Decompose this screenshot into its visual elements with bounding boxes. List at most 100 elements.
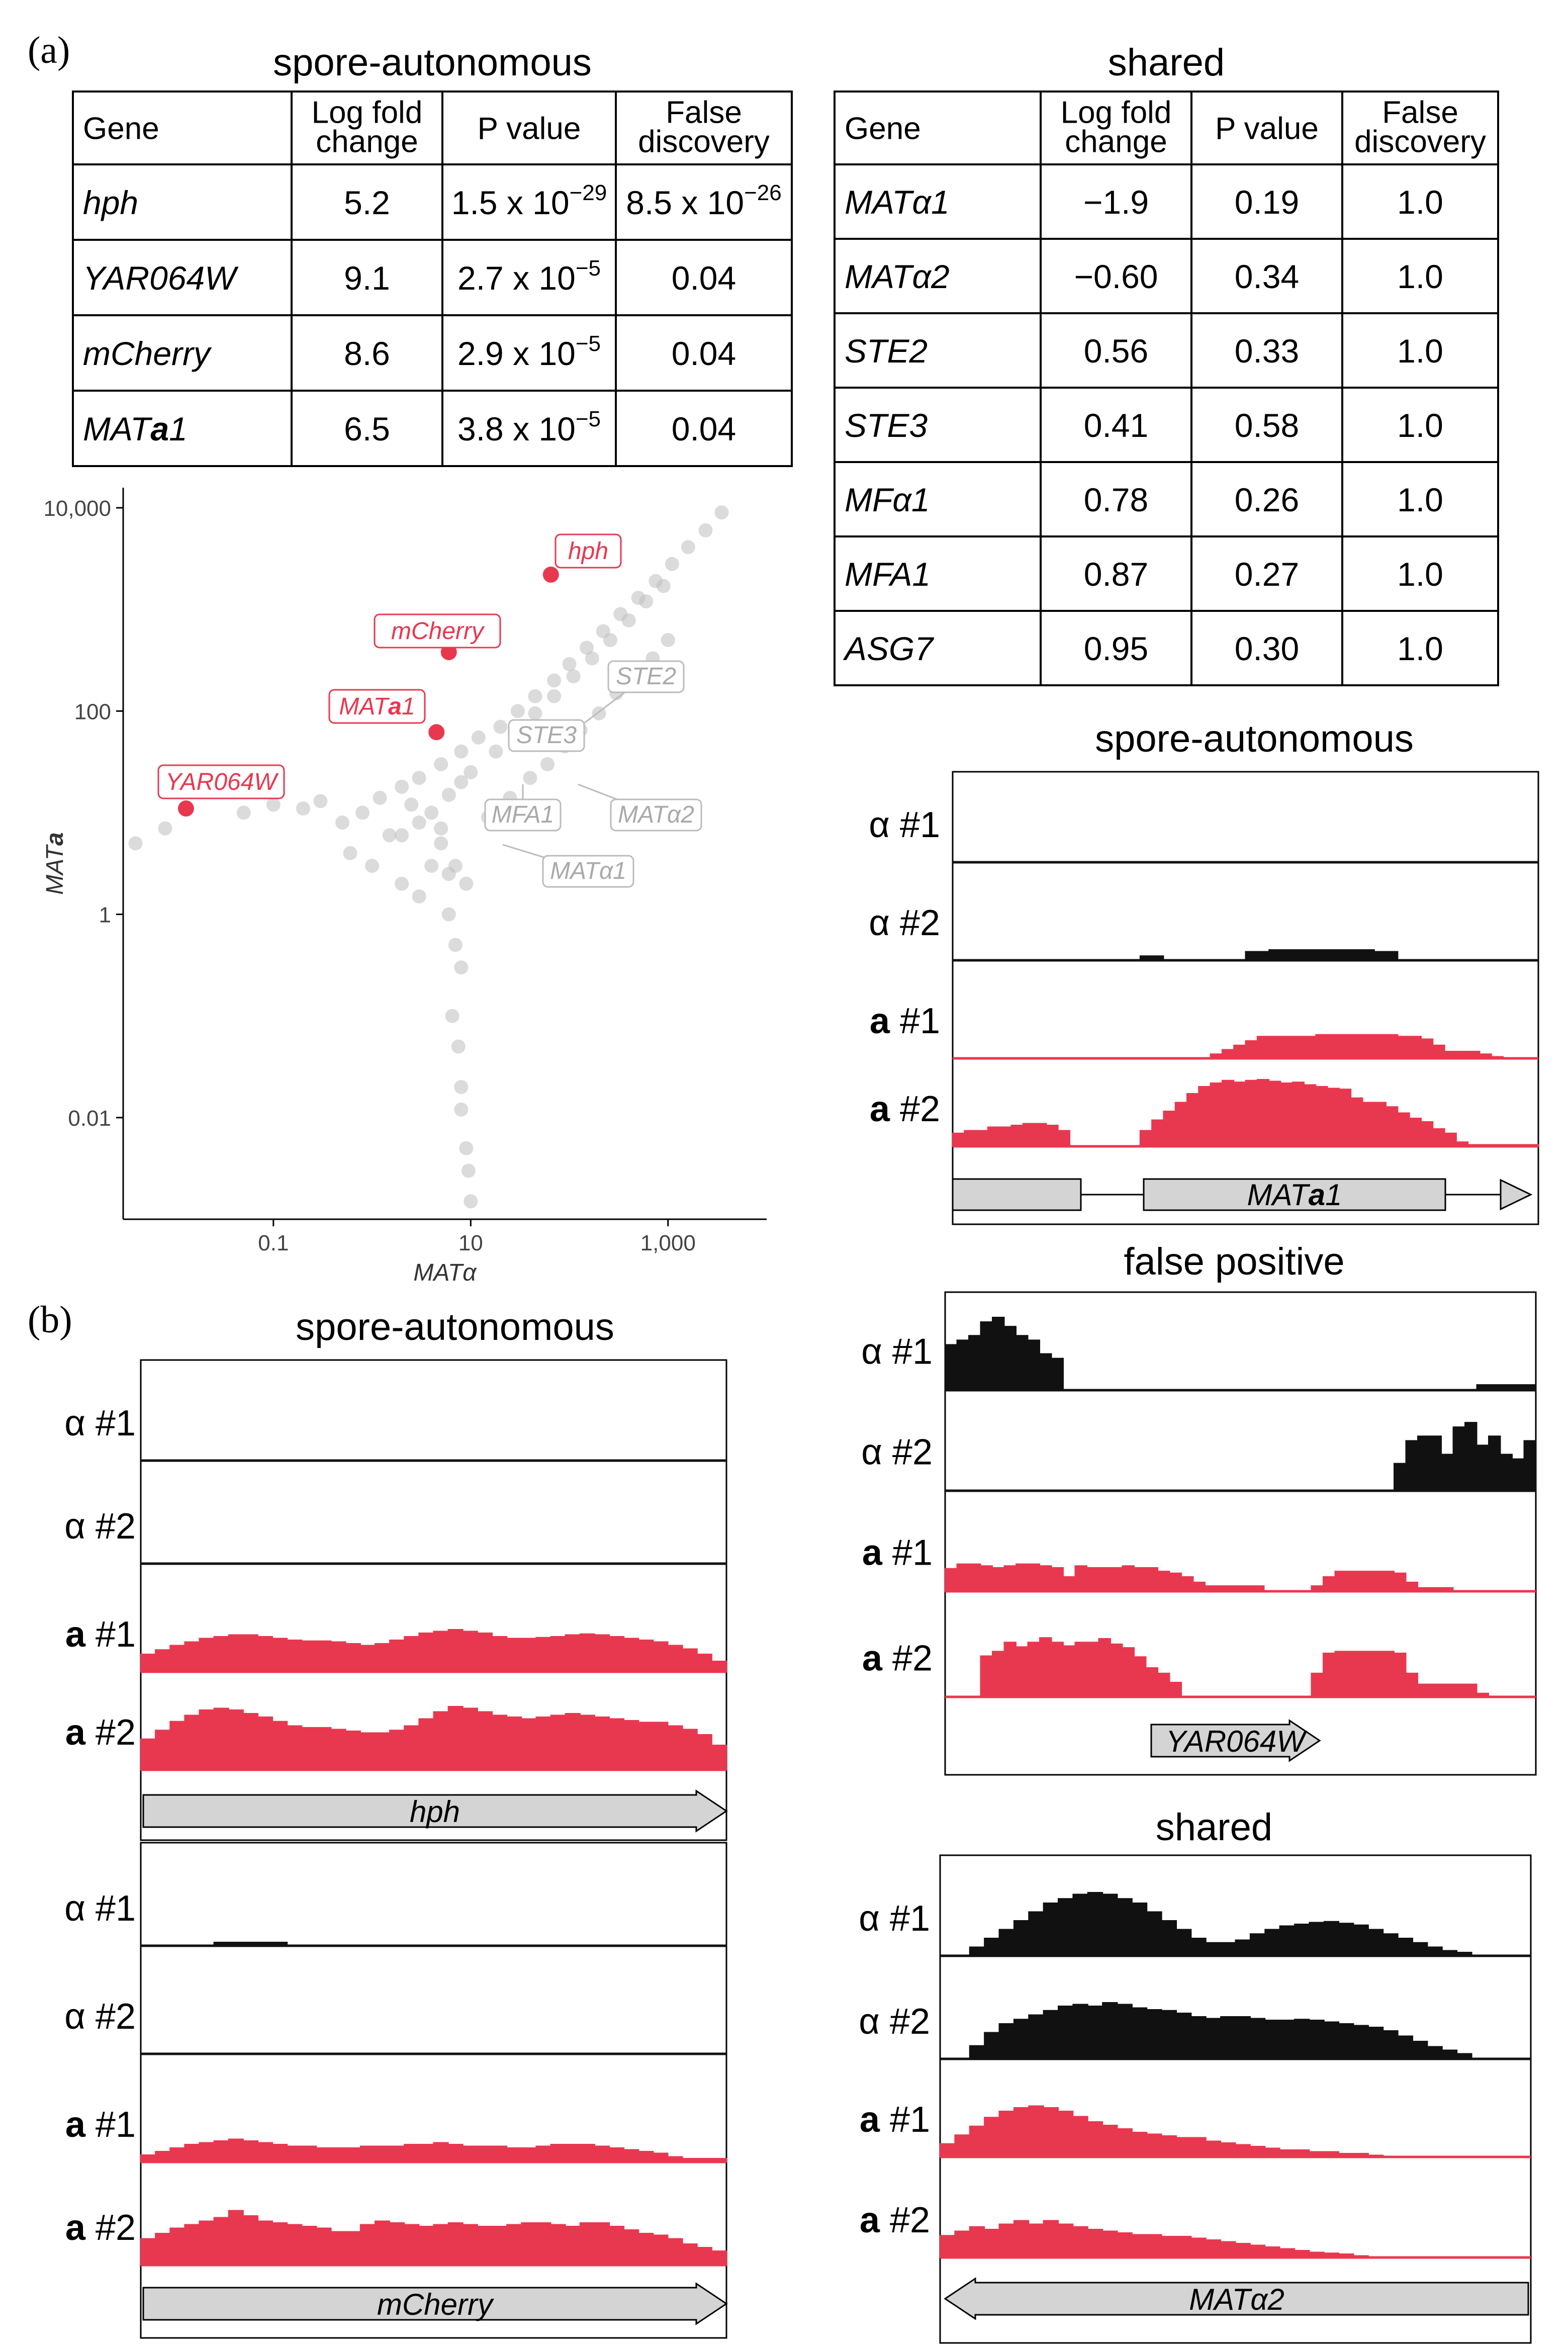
label-text: STE2 xyxy=(616,663,676,690)
p-cell: 0.33 xyxy=(1235,332,1299,370)
track-label: a #1 xyxy=(862,1533,933,1573)
track-label: α #1 xyxy=(859,1898,930,1939)
track-label: α #2 xyxy=(869,903,940,943)
gene-point xyxy=(585,651,599,666)
coverage-area xyxy=(940,1892,1531,1956)
header-cell: Log fold xyxy=(312,96,423,130)
panel-b-label: (b) xyxy=(28,1299,72,1341)
gene-point xyxy=(441,907,456,922)
gene-point xyxy=(493,719,508,734)
gene-point xyxy=(448,938,463,952)
highlight-label-box xyxy=(328,689,426,724)
lfc-cell: 0.41 xyxy=(1084,407,1148,444)
coverage-area xyxy=(945,1637,1536,1697)
x-tick-label: 0.1 xyxy=(258,1231,289,1255)
header-cell: False xyxy=(666,96,742,130)
gene-point xyxy=(489,744,503,759)
track-label: a #2 xyxy=(870,1089,940,1129)
p-cell: 0.30 xyxy=(1235,630,1299,667)
gene-point xyxy=(562,657,577,671)
header-cell: discovery xyxy=(1354,125,1486,159)
gene-arrow xyxy=(1150,1719,1321,1762)
coverage-matalpha2: shared α #1 α #2 a #1 a #2 MATα2 xyxy=(859,1806,1532,2344)
highlight-label-box xyxy=(374,613,501,649)
gene-cell: MFA1 xyxy=(845,556,931,593)
gene-point xyxy=(335,816,349,830)
background-points xyxy=(128,505,729,1209)
gene-point xyxy=(547,689,562,703)
fdr-cell: 1.0 xyxy=(1397,556,1443,593)
gene-point xyxy=(236,805,251,820)
lfc-cell: 8.6 xyxy=(344,335,390,372)
gene-label: mCherry xyxy=(377,2288,495,2321)
lfc-cell: −0.60 xyxy=(1074,258,1158,295)
gene-point xyxy=(434,821,448,836)
gene-point xyxy=(382,828,397,843)
fdr-cell: 1.0 xyxy=(1397,630,1443,667)
gene-point xyxy=(665,557,679,571)
fdr-cell: 1.0 xyxy=(1397,258,1443,295)
gene-point xyxy=(434,757,448,771)
table-title: shared xyxy=(1108,41,1225,84)
gene-cell: YAR064W xyxy=(83,259,239,297)
track-frame xyxy=(140,1359,727,1841)
lfc-cell: 0.87 xyxy=(1084,556,1148,593)
gene-point xyxy=(461,1163,476,1178)
gene-cell: MFα1 xyxy=(845,481,930,518)
gene-point xyxy=(454,775,469,789)
label-text: STE3 xyxy=(516,722,577,749)
track-label: α #2 xyxy=(859,2002,930,2042)
table-border xyxy=(72,91,793,467)
track-frame xyxy=(140,1842,727,2339)
gene-point xyxy=(454,1102,469,1117)
gene-point xyxy=(266,797,281,812)
exon xyxy=(952,1178,1082,1211)
gene-point xyxy=(464,1194,478,1209)
gene-point xyxy=(158,821,172,836)
p-cell: 3.8 x 10−5 xyxy=(457,407,601,447)
coverage-area xyxy=(953,1034,1538,1059)
gene-cell: mCherry xyxy=(83,335,212,372)
p-cell: 1.5 x 10−29 xyxy=(451,180,607,221)
gene-point xyxy=(313,794,328,808)
table-title: spore-autonomous xyxy=(273,41,592,84)
coverage-area xyxy=(940,2105,1531,2157)
gene-point xyxy=(454,960,469,975)
gene-point xyxy=(373,790,387,805)
gene-arrow xyxy=(142,2282,728,2325)
x-tick-label: 1,000 xyxy=(640,1231,696,1255)
gene-point xyxy=(424,859,439,873)
track-label: a #2 xyxy=(860,2200,930,2240)
highlight-point xyxy=(542,566,559,583)
y-tick-label: 10,000 xyxy=(43,496,111,521)
fdr-cell: 0.04 xyxy=(672,335,736,372)
gene-point xyxy=(454,744,469,759)
gene-cell: STE3 xyxy=(845,407,928,444)
coverage-area xyxy=(945,1563,1536,1592)
track-frame xyxy=(944,1291,1537,1776)
track-label: a #1 xyxy=(870,1001,940,1041)
p-cell: 0.26 xyxy=(1235,481,1299,518)
gene-point xyxy=(580,641,594,655)
gene-arrow xyxy=(944,2277,1529,2320)
exon xyxy=(1143,1178,1446,1211)
track-label: α #1 xyxy=(64,1888,136,1929)
lfc-cell: 0.56 xyxy=(1084,332,1148,370)
coverage-area xyxy=(940,2002,1531,2059)
p-cell: 2.9 x 10−5 xyxy=(457,331,601,372)
gene-cell: MATa1 xyxy=(83,410,188,447)
label-text: MATα2 xyxy=(618,801,694,828)
p-cell: 0.34 xyxy=(1235,258,1299,295)
lfc-cell: 9.1 xyxy=(344,259,390,297)
gene-point xyxy=(404,797,419,812)
p-cell: 0.27 xyxy=(1235,556,1299,593)
track-label: a #1 xyxy=(65,2105,136,2145)
gene-point xyxy=(621,613,636,627)
gene-point xyxy=(661,632,675,647)
label-box xyxy=(484,798,562,832)
track-frame xyxy=(939,1854,1532,2344)
gene-point xyxy=(434,836,448,851)
p-cell: 0.58 xyxy=(1235,407,1299,444)
